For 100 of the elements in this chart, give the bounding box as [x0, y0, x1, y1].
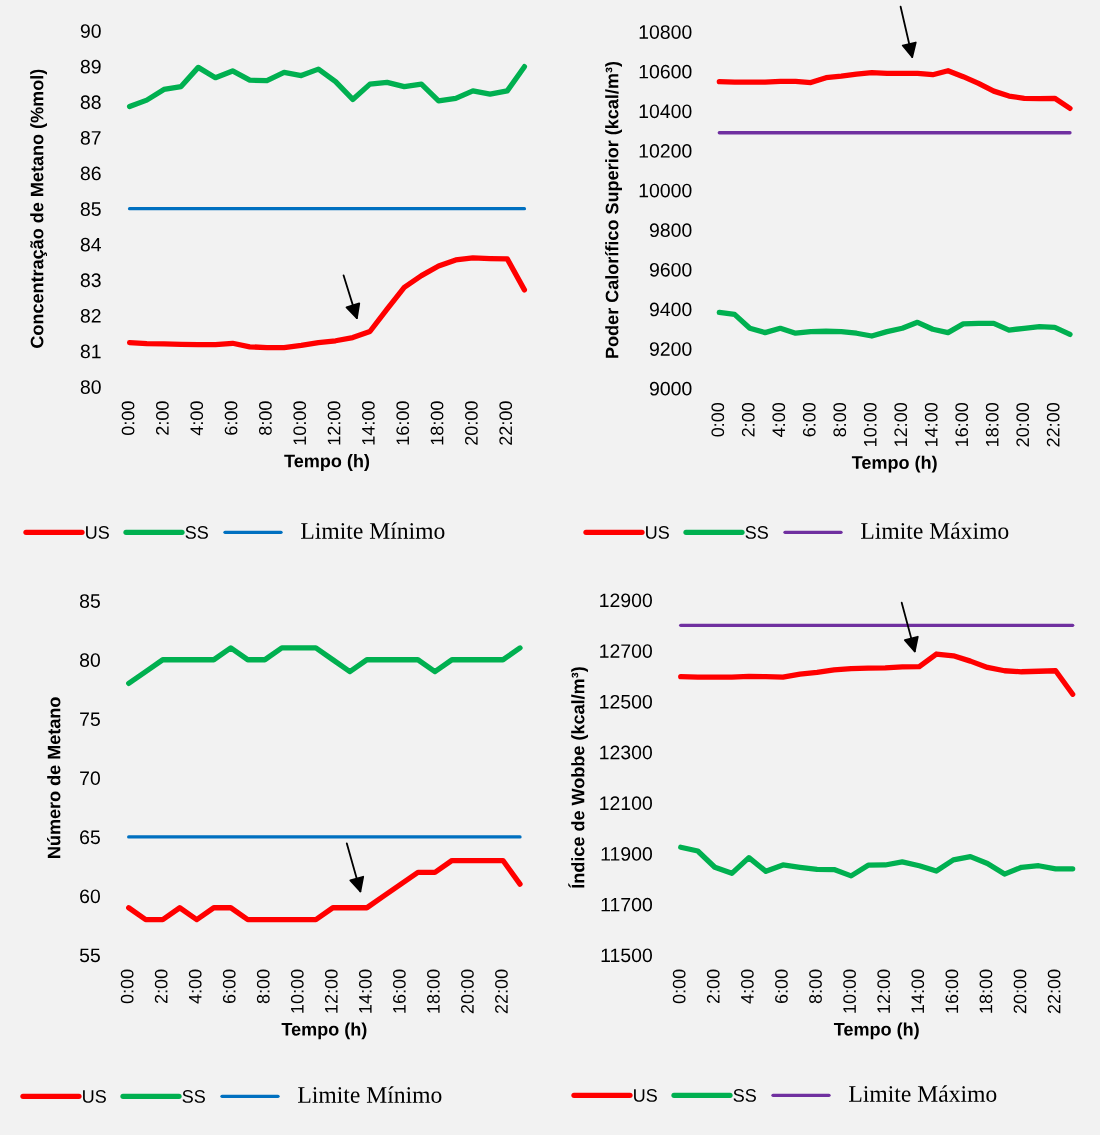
x-tick-label: 18:00 [426, 969, 440, 1013]
y-tick-label: 9800 [649, 223, 692, 238]
x-tick-label: 4:00 [190, 401, 204, 436]
y-tick-label: 86 [80, 166, 101, 181]
x-tick-label: 14:00 [924, 402, 938, 446]
x-tick-label: 6:00 [224, 401, 238, 435]
y-tick-label: 12100 [600, 796, 652, 811]
y-tick-label: 55 [79, 948, 100, 963]
x-tick-label: 6:00 [802, 402, 816, 437]
y-tick-label: 11500 [601, 948, 652, 963]
x-tick-label: 4:00 [740, 969, 754, 1004]
legend-label: US [634, 1089, 657, 1102]
y-tick-label: 82 [80, 308, 101, 323]
y-tick-label: 70 [80, 771, 100, 786]
y-tick-label: 9600 [649, 262, 692, 277]
y-tick-label: 10400 [639, 104, 692, 119]
x-tick-label: 16:00 [392, 969, 406, 1013]
y-tick-label: 12300 [600, 745, 652, 760]
legend-label: Limite Máximo [849, 1085, 997, 1102]
x-tick-label: 0:00 [672, 969, 686, 1004]
x-axis-title: Tempo (h) [281, 1022, 367, 1040]
x-tick-label: 2:00 [706, 969, 720, 1004]
x-tick-label: 8:00 [809, 969, 822, 1004]
x-tick-label: 10:00 [863, 402, 877, 446]
x-tick-label: 20:00 [1016, 402, 1030, 447]
x-tick-label: 8:00 [833, 402, 847, 437]
legend-label: SS [745, 526, 768, 539]
y-tick-label: 11900 [601, 847, 652, 861]
y-tick-label: 81 [80, 344, 101, 359]
legend-label: US [83, 1090, 106, 1103]
y-tick-label: 89 [80, 59, 101, 74]
x-tick-label: 10:00 [843, 969, 856, 1013]
y-tick-label: 10200 [639, 144, 692, 158]
y-tick-label: 83 [80, 273, 101, 288]
x-tick-label: 4:00 [188, 969, 202, 1004]
x-tick-label: 22:00 [1047, 969, 1061, 1014]
y-tick-label: 12700 [600, 644, 652, 658]
y-tick-label: 9400 [649, 302, 692, 317]
y-tick-label: 12500 [600, 694, 652, 709]
x-tick-label: 6:00 [775, 969, 788, 1004]
y-tick-label: 60 [80, 889, 100, 904]
x-tick-label: 4:00 [772, 402, 786, 437]
y-tick-label: 85 [79, 594, 100, 608]
x-tick-label: 10:00 [290, 969, 304, 1013]
y-tick-label: 65 [80, 830, 100, 845]
x-tick-label: 16:00 [396, 401, 410, 445]
x-tick-label: 6:00 [222, 969, 236, 1004]
x-tick-label: 12:00 [894, 402, 908, 446]
x-tick-label: 8:00 [256, 969, 270, 1004]
y-tick-label: 12900 [600, 593, 652, 608]
x-tick-label: 20:00 [1013, 969, 1027, 1014]
legend-label: US [86, 526, 109, 539]
y-tick-label: 84 [80, 237, 101, 252]
legend-label: US [646, 526, 669, 539]
x-tick-label: 14:00 [911, 969, 925, 1013]
x-tick-label: 12:00 [324, 969, 338, 1013]
x-tick-label: 20:00 [461, 969, 474, 1014]
x-tick-label: 12:00 [327, 401, 341, 445]
y-tick-label: 80 [80, 380, 101, 394]
y-tick-label: 88 [80, 95, 101, 110]
legend-label: SS [733, 1089, 756, 1102]
x-tick-label: 0:00 [120, 969, 134, 1004]
x-tick-label: 20:00 [464, 401, 478, 445]
y-axis-title: Poder Calorífico Superior (kcal/m³) [605, 61, 622, 358]
legend-label: Limite Mínimo [298, 1086, 442, 1103]
y-tick-label: 87 [80, 130, 101, 145]
y-tick-label: 10600 [639, 64, 692, 79]
x-tick-label: 18:00 [430, 401, 444, 445]
x-tick-label: 8:00 [258, 401, 272, 435]
y-tick-label: 10000 [639, 183, 692, 198]
legend-label: Limite Mínimo [301, 522, 445, 539]
x-tick-label: 14:00 [358, 969, 372, 1013]
y-tick-label: 80 [79, 653, 100, 667]
x-tick-label: 2:00 [154, 969, 168, 1004]
x-axis-title: Tempo (h) [851, 455, 937, 473]
x-tick-label: 14:00 [361, 401, 375, 445]
x-axis-title: Tempo (h) [833, 1022, 919, 1040]
y-tick-label: 10800 [639, 25, 692, 39]
x-axis-title: Tempo (h) [284, 454, 370, 471]
legend-label: SS [182, 1090, 205, 1103]
x-tick-label: 22:00 [1046, 402, 1060, 447]
x-tick-label: 12:00 [877, 969, 891, 1013]
x-tick-label: 2:00 [741, 402, 755, 437]
x-tick-label: 0:00 [121, 401, 135, 436]
y-tick-label: 85 [80, 202, 101, 216]
y-tick-label: 75 [80, 712, 100, 727]
y-tick-label: 9000 [649, 381, 692, 396]
x-tick-label: 18:00 [985, 402, 999, 446]
x-tick-label: 18:00 [979, 969, 993, 1013]
x-tick-label: 16:00 [945, 969, 959, 1013]
y-tick-label: 9200 [649, 342, 692, 356]
x-tick-label: 0:00 [711, 402, 725, 437]
x-tick-label: 16:00 [955, 402, 969, 446]
x-tick-label: 22:00 [499, 401, 513, 445]
x-tick-label: 2:00 [155, 401, 169, 435]
legend-label: SS [185, 526, 208, 539]
x-tick-label: 10:00 [293, 401, 307, 445]
y-axis-title: Índice de Wobbe (kcal/m³) [568, 667, 588, 888]
legend-label: Limite Máximo [861, 522, 1009, 539]
y-tick-label: 90 [80, 24, 101, 38]
